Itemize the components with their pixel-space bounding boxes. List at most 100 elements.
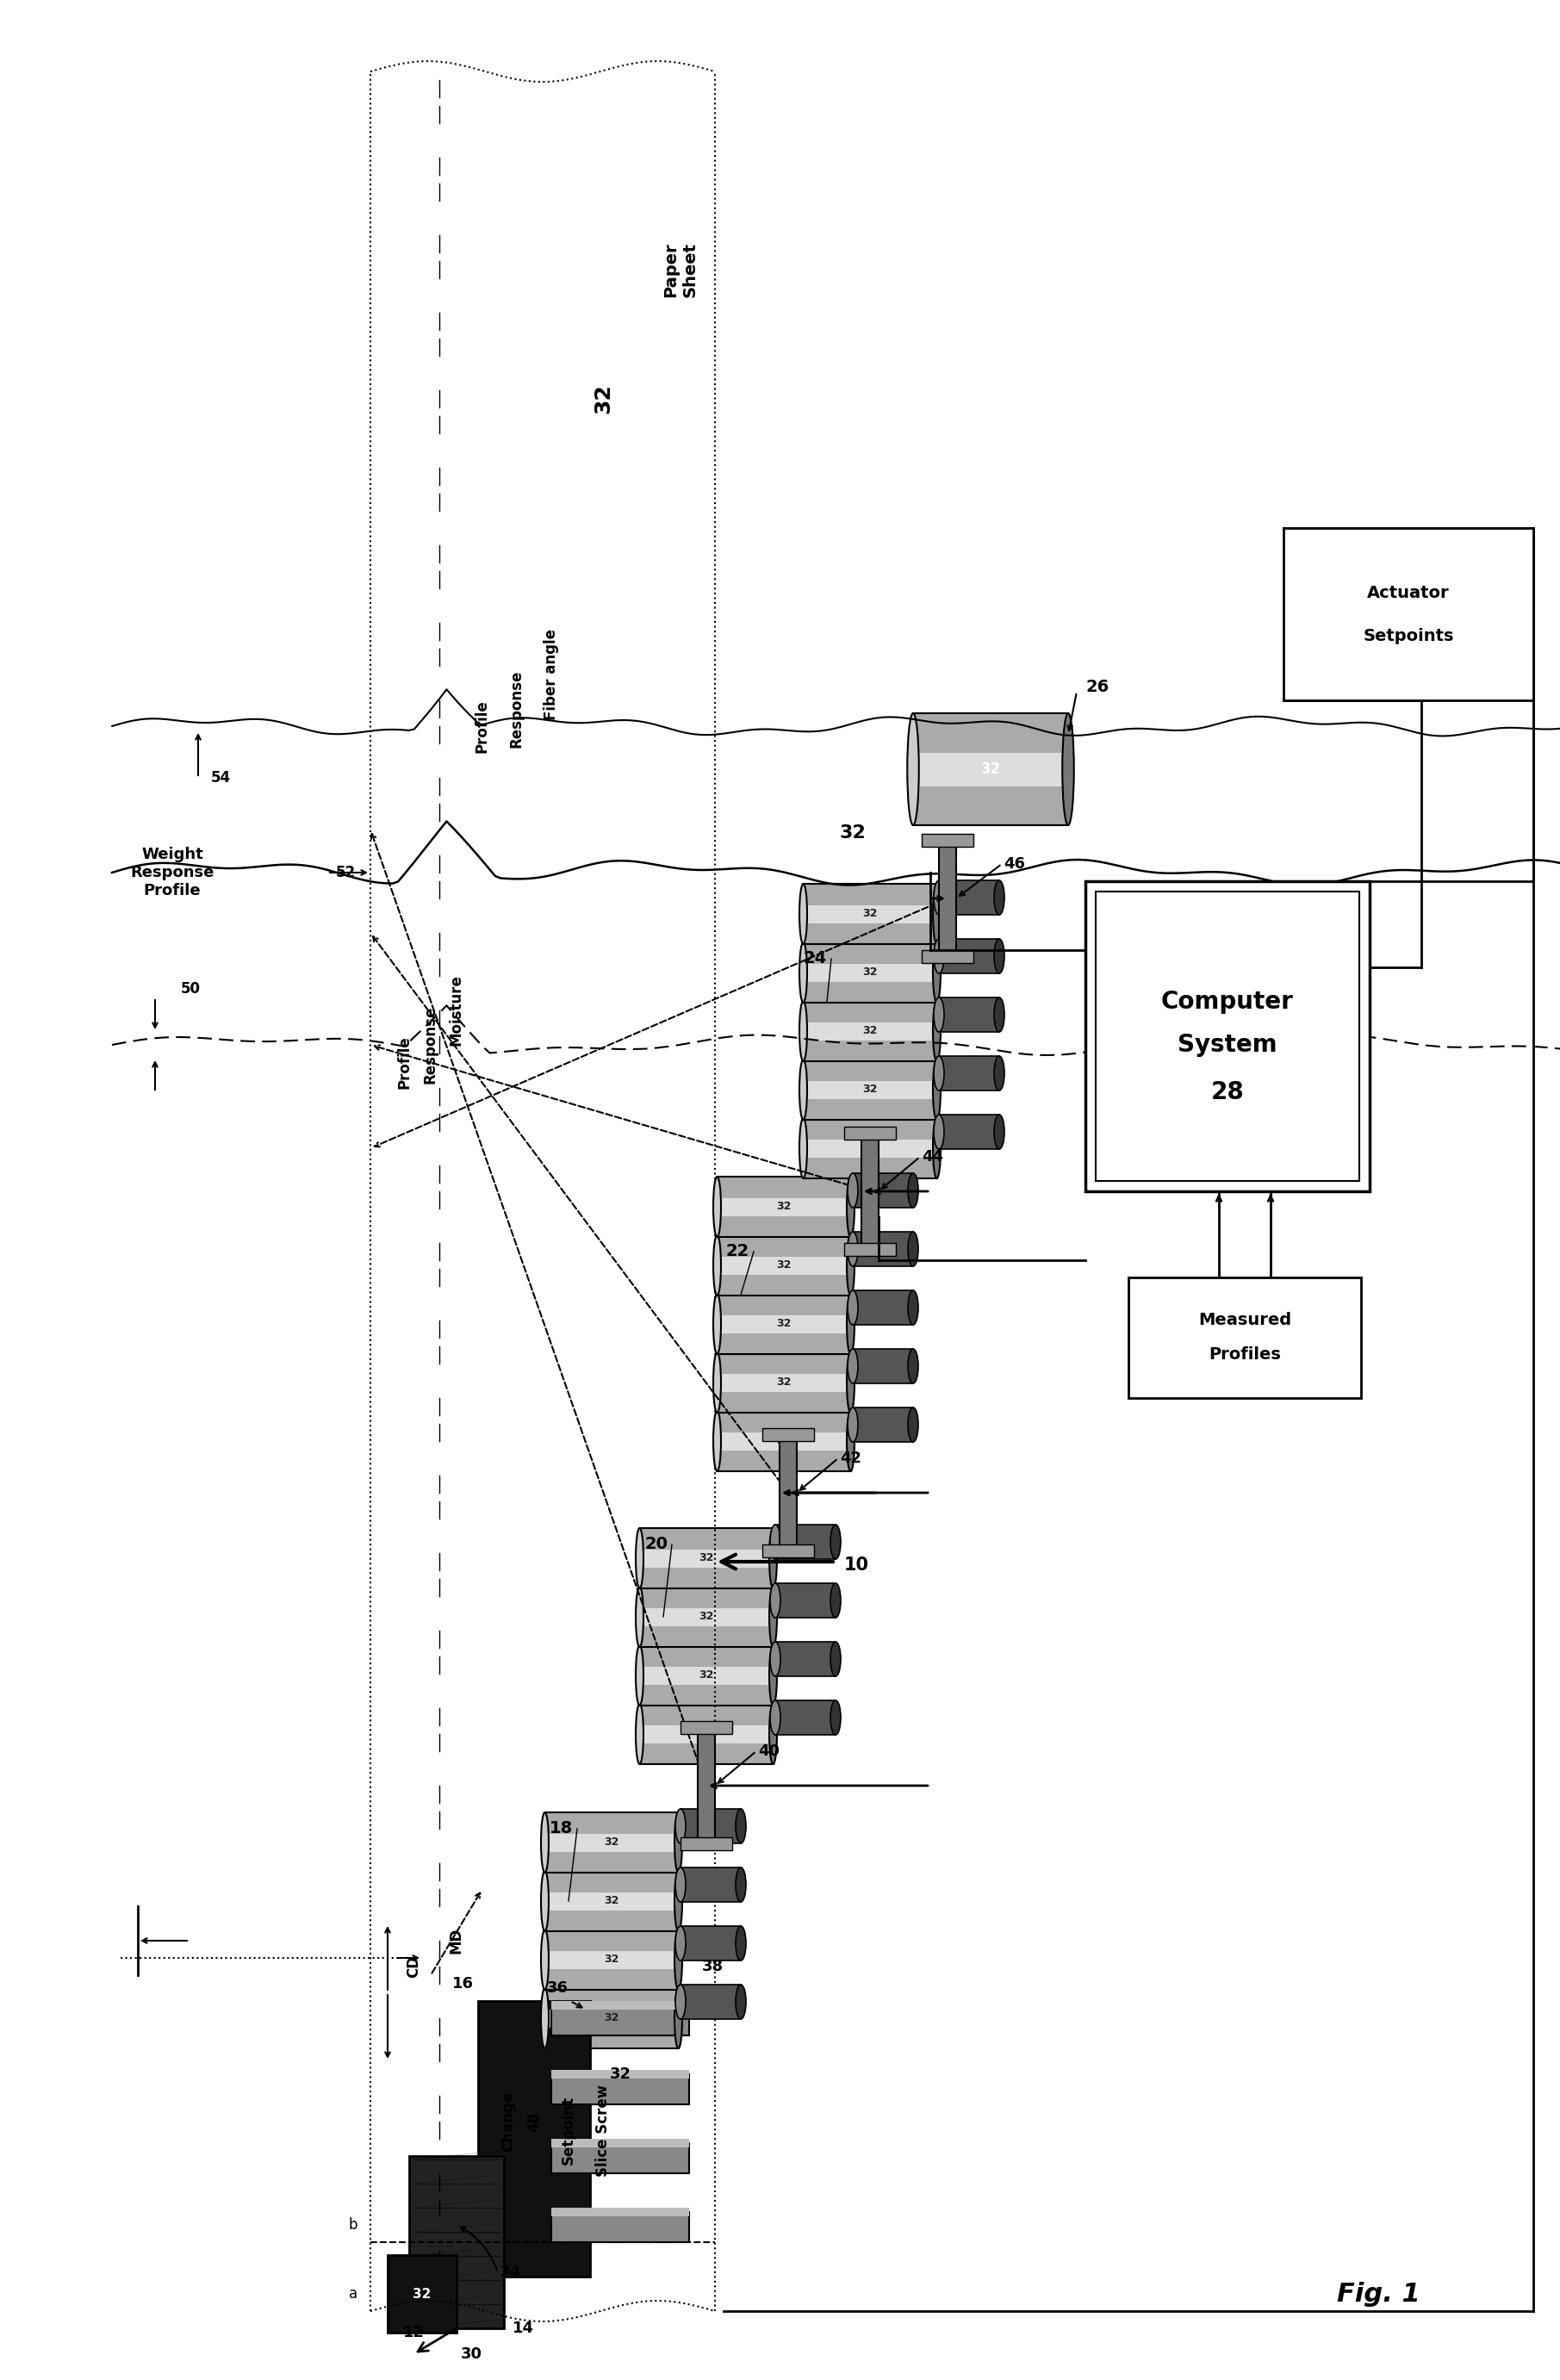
Ellipse shape [934,1114,944,1150]
Bar [922,950,973,964]
Ellipse shape [830,1526,841,1559]
Text: 32: 32 [839,823,866,843]
Ellipse shape [933,1059,941,1121]
Bar [544,1930,679,1990]
Text: 36: 36 [548,1980,568,1997]
Text: 40: 40 [758,1745,780,1759]
Ellipse shape [908,1290,919,1326]
Ellipse shape [769,1645,777,1706]
Bar [913,714,1069,826]
Text: Actuator: Actuator [1367,585,1449,600]
Text: 32: 32 [413,2287,431,2301]
Ellipse shape [933,1002,941,1061]
Ellipse shape [769,1587,777,1647]
Ellipse shape [636,1645,643,1706]
Bar [697,1726,714,1847]
Bar [853,1173,913,1207]
Text: 32: 32 [777,1435,791,1447]
Text: Fig. 1: Fig. 1 [1337,2282,1420,2306]
Text: 32: 32 [699,1728,714,1740]
Text: 54: 54 [211,771,231,785]
Ellipse shape [674,1811,682,1873]
Text: 32: 32 [863,909,877,919]
Text: 32: 32 [593,383,613,414]
Text: 32: 32 [604,1954,619,1966]
Ellipse shape [636,1704,643,1764]
Ellipse shape [934,997,944,1033]
Bar [939,997,1000,1033]
Ellipse shape [771,1699,780,1735]
Text: Profile: Profile [398,1035,412,1088]
Bar [409,2156,504,2328]
Bar [641,1666,771,1685]
Text: Moisture: Moisture [449,976,465,1047]
Bar [680,1925,741,1961]
Ellipse shape [908,1349,919,1383]
Ellipse shape [736,1985,746,2018]
Bar [853,1407,913,1442]
Bar [546,2009,677,2028]
Text: a: a [349,2287,357,2301]
Bar [763,1545,814,1557]
Text: 46: 46 [1003,857,1025,871]
Bar [939,838,956,959]
Bar [551,2002,690,2009]
Bar [680,1985,741,2018]
Bar [844,1126,895,1140]
Ellipse shape [675,1925,686,1961]
Bar [805,1081,934,1100]
Text: 24: 24 [803,950,827,966]
Text: 38: 38 [702,1959,724,1975]
Ellipse shape [847,1176,855,1238]
Ellipse shape [994,1057,1005,1090]
Ellipse shape [934,881,944,914]
Text: 44: 44 [922,1150,944,1164]
Bar [939,1057,1000,1090]
Bar [640,1587,774,1647]
Bar [1086,881,1370,1192]
Ellipse shape [736,1868,746,1902]
Ellipse shape [847,1295,855,1354]
Bar [680,1809,741,1845]
Ellipse shape [847,1233,858,1266]
Bar [551,2211,690,2242]
Ellipse shape [771,1583,780,1618]
Text: Slice Screw: Slice Screw [596,2085,610,2175]
Text: 16: 16 [452,1975,474,1992]
Text: Setpoints: Setpoints [1363,628,1454,645]
Ellipse shape [847,1235,855,1295]
Bar [640,1704,774,1764]
Bar [805,964,934,981]
Bar [853,1290,913,1326]
Bar [641,1609,771,1626]
Ellipse shape [933,942,941,1002]
Bar [477,2002,590,2278]
Ellipse shape [847,1349,858,1383]
Ellipse shape [713,1411,721,1471]
Ellipse shape [847,1173,858,1207]
Bar [805,1021,934,1040]
Text: 32: 32 [604,2013,619,2023]
Text: 32: 32 [610,2066,630,2082]
Text: 12: 12 [402,2325,424,2340]
Ellipse shape [769,1704,777,1764]
Ellipse shape [636,1528,643,1587]
Bar [551,2075,690,2104]
Bar [718,1235,850,1295]
Ellipse shape [713,1176,721,1238]
Ellipse shape [933,883,941,945]
Text: 32: 32 [863,1026,877,1038]
Ellipse shape [713,1295,721,1354]
Text: Setpoint: Setpoint [560,2097,576,2166]
Bar [551,2071,690,2078]
Bar [805,904,934,923]
Bar [641,1726,771,1742]
Bar [719,1433,849,1449]
Text: 32: 32 [777,1378,791,1388]
Text: Response: Response [423,1007,438,1083]
Bar [939,938,1000,973]
Bar [775,1699,836,1735]
Ellipse shape [674,1987,682,2049]
Bar [939,1114,1000,1150]
Ellipse shape [847,1407,858,1442]
